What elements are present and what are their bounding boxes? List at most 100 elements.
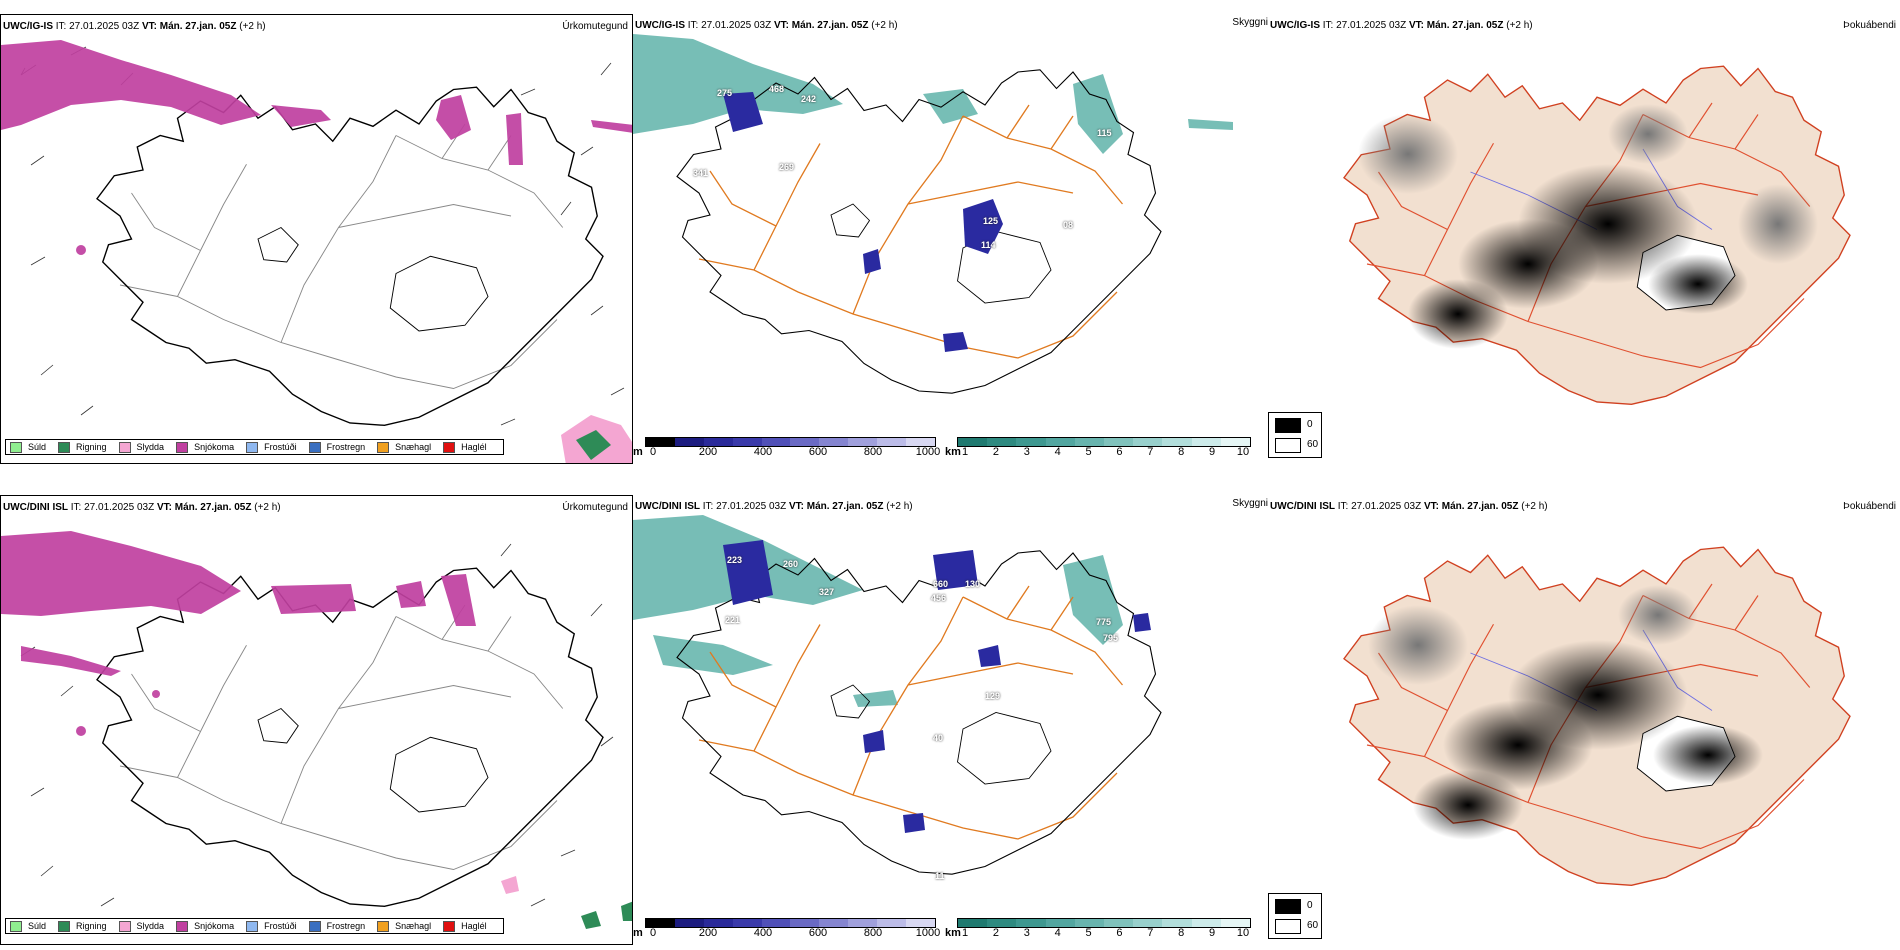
colorbar-tick-label: 0: [649, 446, 657, 458]
low-ceiling-areas: [723, 92, 1003, 352]
colorbar-swatch: [1162, 438, 1192, 446]
mixed-precip-corner: [561, 415, 632, 463]
colorbar-swatch: [761, 438, 791, 446]
precip-legend-swatch: [118, 441, 131, 453]
colorbar-swatch: [1191, 919, 1221, 927]
colorbar-swatch: [877, 919, 907, 927]
precip-type-legend-row2: Súld Rigning Slydda Snjókoma Frostúði Frostre…: [5, 918, 504, 934]
ceiling-height-label: 327: [819, 587, 835, 597]
colorbar-swatch: [1045, 438, 1075, 446]
ceiling-map-row2: [633, 515, 1162, 875]
ceiling-colorbar-row2: m 0 200 400 600 800 1000: [633, 918, 940, 944]
colorbar-swatch: [703, 919, 733, 927]
cloud-panel-row1: UWC/IG-IS IT: 27.01.2025 03Z VT: Mán. 27…: [1268, 14, 1900, 464]
precip-legend-item: Snæhagl: [377, 441, 431, 453]
colorbar-swatch: [732, 919, 762, 927]
precip-title-row2: Úrkomutegund: [562, 502, 628, 513]
colorbar-tick-label: 5: [1085, 927, 1092, 939]
colorbar-tick-label: 200: [698, 927, 718, 939]
colorbar-tick-label: 1000: [915, 446, 941, 458]
colorbar-tick-label: 0: [649, 927, 657, 939]
precip-legend-swatch: [176, 920, 189, 932]
cloud-legend-row1: 0 60: [1268, 412, 1322, 458]
precip-legend-item: Slydda: [118, 920, 164, 932]
ceiling-height-label: 795: [1103, 633, 1119, 643]
colorbar-tick-label: 2: [992, 446, 999, 458]
low-ceiling-areas: [723, 540, 1151, 833]
colorbar-swatch: [958, 919, 988, 927]
ceiling-header-row1: UWC/IG-IS IT: 27.01.2025 03Z VT: Mán. 27…: [635, 20, 898, 31]
ceiling-height-label: 260: [783, 559, 799, 569]
precip-legend-item: Rigning: [58, 441, 107, 453]
precip-legend-swatch: [10, 920, 22, 932]
colorbar-tick-label: 400: [753, 927, 773, 939]
precip-legend-label: Frostregn: [326, 921, 366, 931]
colorbar-tick-label: 6: [1116, 927, 1123, 939]
colorbar-swatch: [1016, 438, 1046, 446]
cloud-legend-label-60: 60: [1307, 439, 1319, 450]
colorbar-tick-label: 9: [1209, 927, 1216, 939]
ceiling-height-label: 08: [1063, 220, 1074, 230]
colorbar-swatch: [906, 438, 935, 446]
ceiling-height-label: 11: [935, 871, 945, 881]
precip-legend-swatch: [58, 441, 71, 453]
ceiling-height-label: 114: [981, 240, 996, 250]
ceiling-height-label: 660: [933, 579, 949, 589]
colorbar-swatch: [819, 438, 849, 446]
colorbar-swatch: [1220, 919, 1250, 927]
colorbar-swatch: [674, 438, 704, 446]
colorbar-swatch: [761, 919, 791, 927]
colorbar-swatches: [957, 918, 1251, 928]
colorbar-tick-label: 2: [992, 927, 999, 939]
colorbar-tick-label: 3: [1023, 927, 1030, 939]
colorbar-tick-label: 600: [808, 927, 828, 939]
iceland-outline: [96, 86, 604, 426]
colorbar-tick-label: 1: [961, 927, 969, 939]
colorbar-tick-label: 4: [1054, 927, 1061, 939]
colorbar-swatch: [877, 438, 907, 446]
cloud-shading: [1358, 104, 1818, 349]
precip-title-row1: Úrkomutegund: [562, 21, 628, 32]
ceiling-panel-row1: UWC/IG-IS IT: 27.01.2025 03Z VT: Mán. 27…: [633, 14, 1268, 464]
ceiling-title-row2: Skyggni: [1232, 498, 1268, 509]
cloud-legend-label-60: 60: [1307, 920, 1319, 931]
colorbar-swatch: [1220, 438, 1250, 446]
precip-legend-swatch: [377, 920, 390, 932]
visibility-colorbar-row2: km 1 2 3 4 5 6 7 8 9 10: [945, 918, 1253, 944]
ceiling-title-row1: Skyggni: [1232, 17, 1268, 28]
ceiling-height-label: 115: [1097, 128, 1112, 138]
colorbar-swatch: [703, 438, 733, 446]
colorbar-tick-label: 600: [808, 446, 828, 458]
colorbar-swatch: [906, 919, 935, 927]
precip-legend-item: Snjókoma: [176, 920, 235, 932]
cloud-legend-label-0: 0: [1307, 900, 1313, 911]
cloud-header-row1: UWC/IG-IS IT: 27.01.2025 03Z VT: Mán. 27…: [1270, 20, 1533, 31]
precip-legend-item: Frostregn: [308, 920, 366, 932]
colorbar-swatch: [1162, 919, 1192, 927]
cloud-legend-white: [1275, 919, 1301, 934]
colorbar-tick-label: 5: [1085, 446, 1092, 458]
cloud-legend-white: [1275, 438, 1301, 453]
precip-legend-label: Súld: [28, 921, 47, 931]
colorbar-swatch: [790, 919, 820, 927]
ceiling-height-label: 129: [985, 691, 1001, 701]
colorbar-tick-label: 1: [961, 446, 969, 458]
ceiling-colorbar-row1: m 0 200 400 600 800 1000: [633, 437, 941, 463]
colorbar-swatch: [646, 438, 675, 446]
fog-areas: [633, 34, 1233, 154]
precip-type-legend-row1: Súld Rigning Slydda Snjókoma Frostúði Frostre…: [5, 439, 504, 455]
precip-legend-item: Slydda: [118, 441, 164, 453]
precip-legend-swatch: [308, 441, 321, 453]
cloud-title-row2: Þokuábendi: [1843, 501, 1896, 512]
colorbar-swatch: [674, 919, 704, 927]
precip-legend-label: Snjókoma: [194, 921, 235, 931]
precip-legend-swatch: [246, 920, 259, 932]
colorbar-tick-label: 10: [1236, 446, 1250, 458]
colorbar-tick-label: 8: [1178, 446, 1185, 458]
precip-legend-item: Haglél: [443, 920, 487, 932]
precip-legend-label: Frostregn: [326, 442, 366, 452]
mixed-precip-corner: [501, 876, 632, 929]
visibility-colorbar-row1: km 1 2 3 4 5 6 7 8 9 10: [945, 437, 1253, 463]
colorbar-swatch: [987, 438, 1017, 446]
cloud-legend-black: [1275, 418, 1301, 433]
